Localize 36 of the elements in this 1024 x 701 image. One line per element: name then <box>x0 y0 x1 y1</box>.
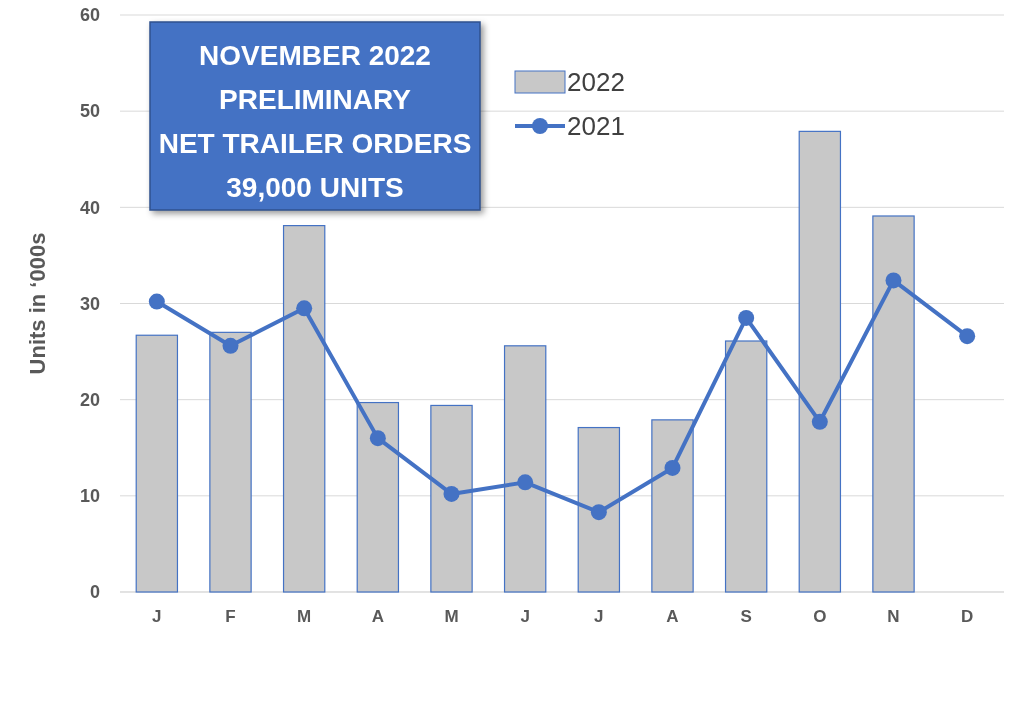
x-tick-label: A <box>371 607 384 626</box>
y-tick-label: 10 <box>79 486 100 507</box>
x-tick-label: J <box>152 607 162 626</box>
point <box>959 328 976 345</box>
point <box>443 485 460 502</box>
x-tick-label: F <box>225 607 236 626</box>
point <box>811 413 828 430</box>
point <box>664 459 681 476</box>
legend-label: 2021 <box>567 111 625 142</box>
x-tick-label: M <box>297 607 312 626</box>
bar <box>135 334 179 593</box>
point <box>369 430 386 447</box>
y-tick-label: 50 <box>79 101 100 122</box>
x-tick-label: O <box>813 607 827 626</box>
x-tick-label: M <box>444 607 459 626</box>
point <box>222 337 239 354</box>
y-tick-label: 60 <box>79 5 100 26</box>
x-tick-label: A <box>666 607 679 626</box>
legend-label: 2022 <box>567 67 625 98</box>
y-axis-title: Units in ‘000s <box>25 232 50 375</box>
y-tick-label: 20 <box>79 389 100 410</box>
x-tick-label: S <box>740 607 752 626</box>
point <box>590 504 607 521</box>
point <box>148 293 165 310</box>
x-tick-label: J <box>594 607 604 626</box>
y-tick-label: 40 <box>79 197 100 218</box>
y-tick-label: 0 <box>89 582 100 603</box>
point <box>296 300 313 317</box>
text: NOVEMBER 2022 PRELIMINARY NET TRAILER ORDERS 39,000 UNITS <box>158 39 472 203</box>
point <box>738 309 755 326</box>
x-tick-label: D <box>961 607 974 626</box>
y-tick-label: 30 <box>79 293 100 314</box>
point <box>517 474 534 491</box>
x-tick-label: J <box>520 607 530 626</box>
x-tick-label: N <box>887 607 900 626</box>
point <box>885 272 902 289</box>
